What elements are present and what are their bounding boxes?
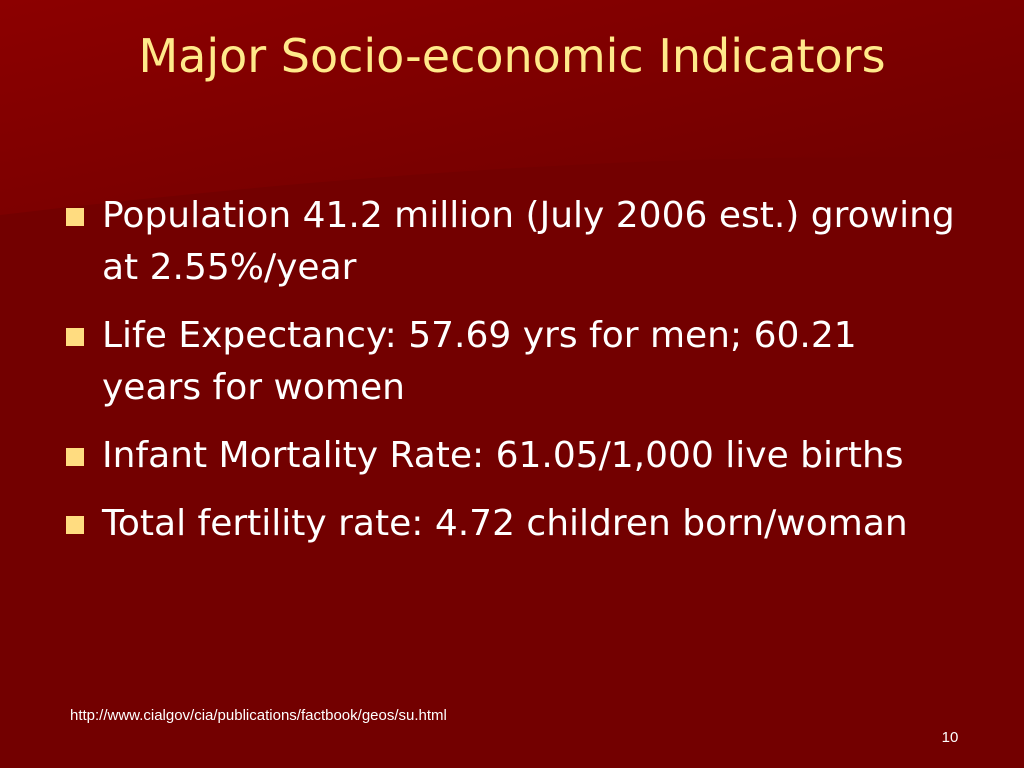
- slide-title: Major Socio-economic Indicators: [138, 29, 886, 83]
- square-bullet-icon: [66, 516, 84, 534]
- square-bullet-icon: [66, 448, 84, 466]
- source-url: http://www.cialgov/cia/publications/fact…: [70, 707, 447, 724]
- bullet-text: Life Expectancy: 57.69 yrs for men; 60.2…: [102, 315, 857, 408]
- bullet-item: Infant Mortality Rate: 61.05/1,000 live …: [62, 430, 962, 482]
- square-bullet-icon: [66, 208, 84, 226]
- square-bullet-icon: [66, 328, 84, 346]
- bullet-text: Infant Mortality Rate: 61.05/1,000 live …: [102, 435, 904, 476]
- bullet-list: Population 41.2 million (July 2006 est.)…: [62, 190, 962, 566]
- bullet-text: Population 41.2 million (July 2006 est.)…: [102, 195, 955, 288]
- bullet-item: Population 41.2 million (July 2006 est.)…: [62, 190, 962, 294]
- bullet-item: Life Expectancy: 57.69 yrs for men; 60.2…: [62, 310, 962, 414]
- bullet-item: Total fertility rate: 4.72 children born…: [62, 498, 962, 550]
- bullet-text: Total fertility rate: 4.72 children born…: [102, 503, 908, 544]
- page-number: 10: [941, 729, 959, 746]
